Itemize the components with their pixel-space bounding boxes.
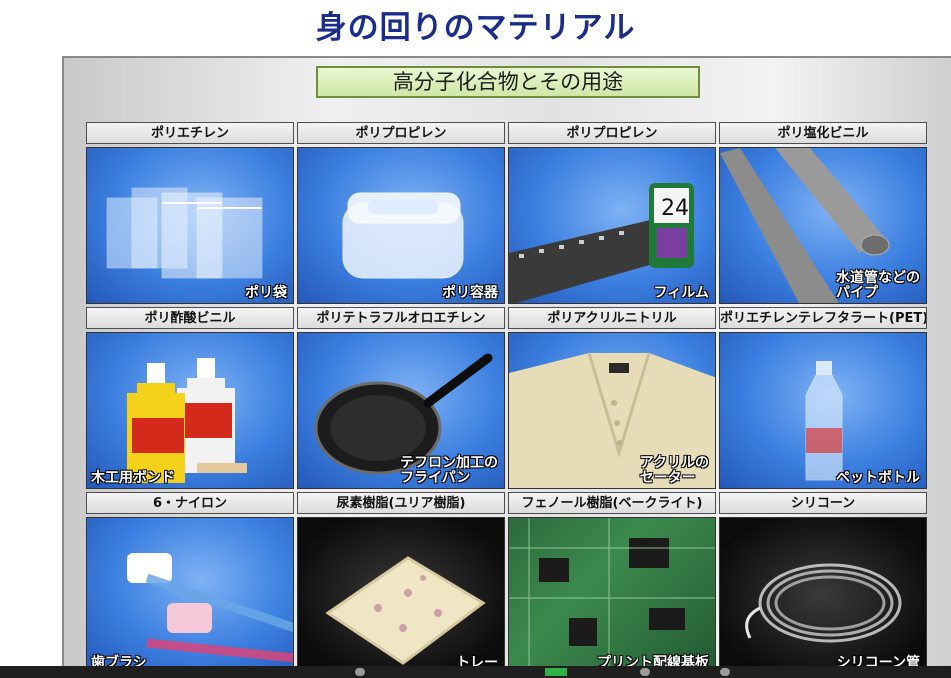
material-cell-polyvinyl-acetate: ポリ酢酸ビニル 木工用ボンド: [86, 307, 294, 489]
material-cell-phenolic-resin: フェノール樹脂(ベークライト) プリント配線基板: [508, 492, 716, 674]
material-cell-polyacrylonitrile: ポリアクリルニトリル アクリルの セーター: [508, 307, 716, 489]
control-icon[interactable]: [640, 668, 650, 676]
material-cell-polypropylene-container: ポリプロピレン ポリ容器: [297, 122, 505, 304]
control-icon[interactable]: [720, 668, 730, 676]
material-caption: ポリ容器: [442, 285, 498, 301]
photo-plastic-bags: ポリ袋: [86, 147, 294, 304]
material-label: 6・ナイロン: [86, 492, 294, 514]
material-caption: アクリルの セーター: [639, 455, 709, 486]
material-cell-polypropylene-film: ポリプロピレン 24 フィルム: [508, 122, 716, 304]
video-control-bar[interactable]: [0, 666, 951, 678]
material-cell-silicone: シリコーン シリコーン管: [719, 492, 927, 674]
photo-pipes: 水道管などの パイプ: [719, 147, 927, 304]
slide-panel: 高分子化合物とその用途 ポリエチレン ポリ袋 ポリプロピレン: [62, 56, 951, 674]
material-label: ポリプロピレン: [297, 122, 505, 144]
material-label: ポリプロピレン: [508, 122, 716, 144]
material-cell-pet: ポリエチレンテレフタラート(PET) ペットボトル: [719, 307, 927, 489]
photo-tray: トレー: [297, 517, 505, 674]
material-cell-urea-resin: 尿素樹脂(ユリア樹脂) トレー: [297, 492, 505, 674]
photo-wood-glue: 木工用ボンド: [86, 332, 294, 489]
material-label: ポリエチレン: [86, 122, 294, 144]
control-icon[interactable]: [355, 668, 365, 676]
page-title: 身の回りのマテリアル: [315, 10, 636, 46]
material-label: ポリアクリルニトリル: [508, 307, 716, 329]
photo-plastic-container: ポリ容器: [297, 147, 505, 304]
material-label: ポリ酢酸ビニル: [86, 307, 294, 329]
material-cell-nylon6: 6・ナイロン 歯ブラシ: [86, 492, 294, 674]
photo-frying-pan: テフロン加工の フライパン: [297, 332, 505, 489]
material-caption: テフロン加工の フライパン: [400, 455, 498, 486]
material-caption: フィルム: [653, 285, 709, 301]
svg-text:24: 24: [661, 196, 689, 221]
material-grid: ポリエチレン ポリ袋 ポリプロピレン: [86, 122, 927, 674]
material-caption: 水道管などの パイプ: [836, 270, 920, 301]
material-caption: ペットボトル: [836, 470, 920, 486]
material-label: ポリ塩化ビニル: [719, 122, 927, 144]
photo-sweater: アクリルの セーター: [508, 332, 716, 489]
material-cell-polyethylene: ポリエチレン ポリ袋: [86, 122, 294, 304]
material-label: ポリテトラフルオロエチレン: [297, 307, 505, 329]
photo-toothbrush: 歯ブラシ: [86, 517, 294, 674]
material-label: 尿素樹脂(ユリア樹脂): [297, 492, 505, 514]
photo-silicone-tube: シリコーン管: [719, 517, 927, 674]
material-cell-ptfe: ポリテトラフルオロエチレン テフロン加工の フライパン: [297, 307, 505, 489]
material-caption: 木工用ボンド: [91, 470, 175, 486]
material-label: フェノール樹脂(ベークライト): [508, 492, 716, 514]
photo-film-roll: 24 フィルム: [508, 147, 716, 304]
slide-banner: 高分子化合物とその用途: [316, 66, 700, 98]
progress-icon: [545, 668, 567, 676]
photo-pet-bottle: ペットボトル: [719, 332, 927, 489]
material-label: ポリエチレンテレフタラート(PET): [719, 307, 927, 329]
material-label: シリコーン: [719, 492, 927, 514]
material-cell-pvc: ポリ塩化ビニル 水道管などの パイプ: [719, 122, 927, 304]
material-caption: ポリ袋: [245, 285, 287, 301]
photo-circuit-board: プリント配線基板: [508, 517, 716, 674]
